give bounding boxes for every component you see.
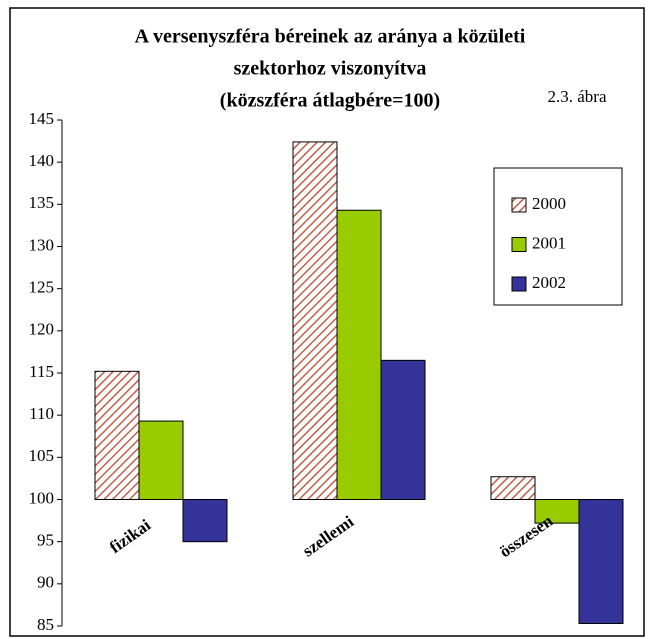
bar xyxy=(182,499,228,543)
chart-title: (közszféra átlagbére=100) xyxy=(220,90,440,112)
legend-label: 2001 xyxy=(532,233,566,252)
bar xyxy=(292,141,338,500)
bar xyxy=(138,420,184,501)
chart-title: A versenyszféra béreinek az aránya a köz… xyxy=(135,26,526,48)
y-tick-label: 135 xyxy=(29,193,55,212)
y-tick-label: 125 xyxy=(29,278,55,297)
y-tick-label: 85 xyxy=(37,615,54,634)
legend-label: 2002 xyxy=(532,273,566,292)
y-tick-label: 145 xyxy=(29,109,55,128)
legend-label: 2000 xyxy=(532,194,566,213)
annotation: 2.3. ábra xyxy=(547,87,606,106)
chart-title: szektorhoz viszonyítva xyxy=(234,58,427,80)
y-tick-label: 105 xyxy=(29,446,55,465)
legend-swatch xyxy=(511,197,527,213)
y-tick-label: 140 xyxy=(29,151,55,170)
y-tick-label: 95 xyxy=(37,531,54,550)
bar xyxy=(94,370,140,500)
y-tick-label: 120 xyxy=(29,320,55,339)
bar xyxy=(490,476,536,501)
y-tick-label: 110 xyxy=(29,404,54,423)
legend-swatch xyxy=(511,276,527,292)
bar xyxy=(336,209,382,500)
y-tick-label: 90 xyxy=(37,573,54,592)
bar xyxy=(578,499,624,624)
bar xyxy=(380,359,426,500)
y-tick-label: 115 xyxy=(29,362,54,381)
y-tick-label: 100 xyxy=(29,488,55,507)
legend-swatch xyxy=(511,237,527,252)
y-tick-label: 130 xyxy=(29,235,55,254)
